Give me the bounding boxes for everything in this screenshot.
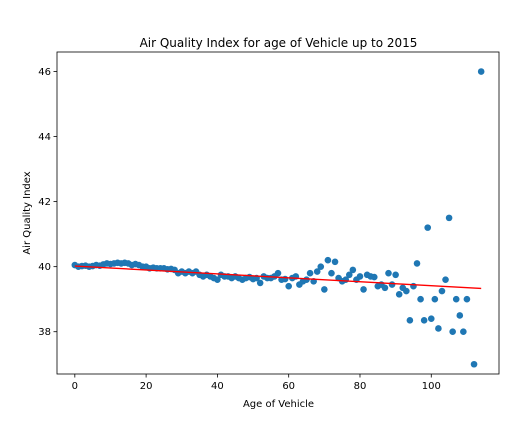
- data-point: [478, 68, 485, 75]
- data-point: [332, 258, 339, 265]
- x-tick-label: 60: [282, 381, 295, 392]
- data-point: [382, 285, 389, 292]
- data-point: [321, 286, 328, 293]
- x-tick-label: 40: [211, 381, 224, 392]
- x-tick-label: 20: [140, 381, 153, 392]
- x-tick-label: 80: [354, 381, 367, 392]
- y-tick-label: 46: [38, 67, 51, 78]
- data-point: [328, 270, 335, 277]
- data-point: [471, 361, 478, 368]
- x-tick-label: 100: [422, 381, 441, 392]
- data-point: [385, 270, 392, 277]
- x-tick-label: 0: [72, 381, 78, 392]
- data-point: [282, 276, 289, 283]
- data-point: [357, 273, 364, 280]
- plot-frame: [57, 52, 499, 374]
- y-tick-label: 44: [38, 132, 51, 143]
- data-point: [317, 263, 324, 270]
- data-point: [410, 283, 417, 290]
- data-point: [396, 291, 403, 298]
- data-point: [417, 296, 424, 303]
- y-tick-label: 42: [38, 197, 51, 208]
- data-point: [407, 317, 414, 324]
- data-point: [371, 274, 378, 281]
- data-point: [360, 286, 367, 293]
- data-point: [460, 328, 467, 335]
- data-point: [453, 296, 460, 303]
- data-point: [414, 260, 421, 267]
- y-axis: 38 40 42 44 46: [38, 67, 57, 338]
- x-axis-label: Age of Vehicle: [243, 399, 314, 410]
- data-point: [325, 257, 332, 264]
- data-point: [392, 271, 399, 278]
- data-point: [307, 270, 314, 277]
- x-axis: 0 20 40 60 80 100: [72, 374, 441, 392]
- data-point: [442, 276, 449, 283]
- trend-line: [75, 266, 481, 288]
- data-point: [428, 315, 435, 322]
- data-point: [350, 267, 357, 274]
- data-point: [389, 281, 396, 288]
- data-point: [403, 288, 410, 295]
- data-point: [456, 312, 463, 319]
- plot-area: [72, 68, 485, 367]
- data-point: [257, 280, 264, 287]
- y-tick-label: 38: [38, 327, 51, 338]
- data-point: [285, 283, 292, 290]
- data-point: [435, 325, 442, 332]
- y-axis-label: Air Quality Index: [22, 171, 33, 254]
- data-point: [275, 270, 282, 277]
- data-point: [303, 276, 310, 283]
- data-point: [464, 296, 471, 303]
- data-point: [446, 215, 453, 222]
- y-tick-label: 40: [38, 262, 51, 273]
- data-point: [439, 288, 446, 295]
- data-point: [421, 317, 428, 324]
- data-point: [449, 328, 456, 335]
- chart-title: Air Quality Index for age of Vehicle up …: [140, 36, 418, 50]
- data-point: [424, 224, 431, 231]
- data-point: [432, 296, 439, 303]
